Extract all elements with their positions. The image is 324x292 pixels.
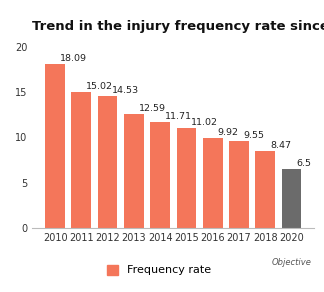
Text: 11.02: 11.02	[191, 118, 218, 127]
Text: 6.5: 6.5	[296, 159, 311, 168]
Legend: Frequency rate: Frequency rate	[107, 265, 211, 275]
Text: Objective: Objective	[272, 258, 312, 267]
Bar	[124, 114, 144, 228]
Bar	[98, 96, 118, 228]
Bar	[45, 64, 65, 228]
Text: Trend in the injury frequency rate since 2010: Trend in the injury frequency rate since…	[32, 20, 324, 33]
Text: 18.09: 18.09	[60, 54, 87, 63]
Text: 14.53: 14.53	[112, 86, 140, 95]
Bar	[282, 169, 301, 228]
Text: 15.02: 15.02	[86, 82, 113, 91]
Text: 9.92: 9.92	[217, 128, 238, 137]
Text: 12.59: 12.59	[139, 104, 166, 113]
Bar	[150, 122, 170, 228]
Bar	[177, 128, 196, 228]
Bar	[72, 92, 91, 228]
Bar	[203, 138, 223, 228]
Text: 11.71: 11.71	[165, 112, 192, 121]
Bar	[255, 151, 275, 228]
Text: 9.55: 9.55	[244, 131, 265, 140]
Text: 8.47: 8.47	[270, 141, 291, 150]
Bar	[229, 141, 249, 228]
